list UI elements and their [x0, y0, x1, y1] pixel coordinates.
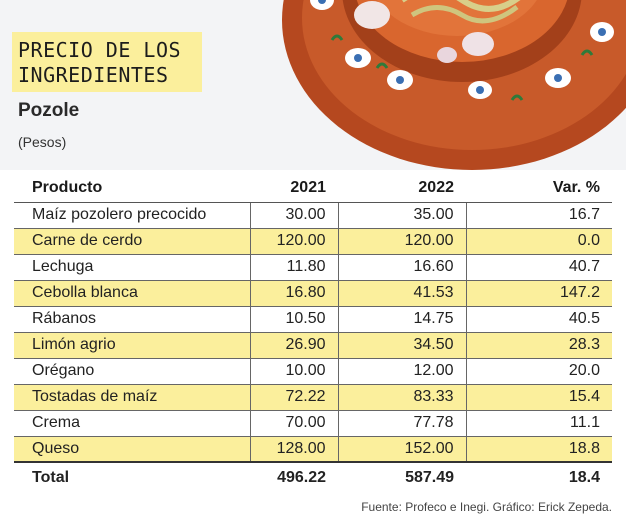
column-header-var: Var. %	[466, 174, 612, 203]
product-cell: Limón agrio	[14, 332, 250, 359]
table-row: Queso 128.00 152.00 18.8	[14, 436, 612, 463]
total-2022-cell: 587.49	[338, 461, 466, 492]
price-2022-cell: 34.50	[337, 332, 466, 359]
table-header-row: Producto 2021 2022 Var. %	[14, 174, 612, 203]
product-cell: Crema	[14, 410, 250, 437]
table-row: Tostadas de maíz 72.22 83.33 15.4	[14, 384, 612, 411]
page-title-line1: PRECIO DE LOS	[18, 38, 182, 62]
product-cell: Carne de cerdo	[14, 228, 250, 255]
variation-cell: 16.7	[465, 202, 612, 229]
variation-cell: 40.5	[465, 306, 612, 333]
pozole-bowl-illustration	[262, 0, 626, 170]
title-highlight	[12, 32, 202, 92]
price-2022-cell: 12.00	[337, 358, 466, 385]
page-title-line2: INGREDIENTES	[18, 63, 169, 87]
table-row: Cebolla blanca 16.80 41.53 147.2	[14, 280, 612, 307]
price-2021-cell: 16.80	[249, 280, 338, 307]
price-2022-cell: 120.00	[337, 228, 466, 255]
variation-cell: 20.0	[465, 358, 612, 385]
product-cell: Queso	[14, 436, 250, 463]
price-2021-cell: 70.00	[249, 410, 338, 437]
price-2022-cell: 41.53	[337, 280, 466, 307]
product-cell: Orégano	[14, 358, 250, 385]
source-note: Fuente: Profeco e Inegi. Gráfico: Erick …	[361, 500, 612, 514]
price-2022-cell: 35.00	[337, 202, 466, 229]
table-row: Lechuga 11.80 16.60 40.7	[14, 254, 612, 281]
column-header-2021: 2021	[250, 174, 338, 203]
total-variation-cell: 18.4	[466, 461, 612, 492]
price-2021-cell: 26.90	[249, 332, 338, 359]
variation-cell: 15.4	[465, 384, 612, 411]
column-header-product: Producto	[14, 174, 250, 203]
price-2022-cell: 14.75	[337, 306, 466, 333]
variation-cell: 18.8	[465, 436, 612, 463]
product-cell: Cebolla blanca	[14, 280, 250, 307]
total-row: Total 496.22 587.49 18.4	[14, 461, 612, 492]
variation-cell: 11.1	[465, 410, 612, 437]
variation-cell: 0.0	[465, 228, 612, 255]
variation-cell: 28.3	[465, 332, 612, 359]
table-row: Rábanos 10.50 14.75 40.5	[14, 306, 612, 333]
table-row: Crema 70.00 77.78 11.1	[14, 410, 612, 437]
price-2022-cell: 83.33	[337, 384, 466, 411]
product-cell: Tostadas de maíz	[14, 384, 250, 411]
product-cell: Rábanos	[14, 306, 250, 333]
subtitle: Pozole	[18, 100, 80, 121]
table-row: Limón agrio 26.90 34.50 28.3	[14, 332, 612, 359]
product-cell: Maíz pozolero precocido	[14, 202, 250, 229]
table-row: Orégano 10.00 12.00 20.0	[14, 358, 612, 385]
price-2021-cell: 128.00	[249, 436, 338, 463]
units-label: (Pesos)	[18, 134, 67, 150]
total-label: Total	[14, 461, 250, 492]
price-2021-cell: 120.00	[249, 228, 338, 255]
variation-cell: 147.2	[465, 280, 612, 307]
price-2021-cell: 10.50	[249, 306, 338, 333]
price-2021-cell: 10.00	[249, 358, 338, 385]
price-2022-cell: 16.60	[337, 254, 466, 281]
price-2021-cell: 30.00	[249, 202, 338, 229]
price-table: Producto 2021 2022 Var. % Maíz pozolero …	[14, 174, 612, 492]
price-2021-cell: 72.22	[249, 384, 338, 411]
price-2021-cell: 11.80	[249, 254, 338, 281]
table-row: Maíz pozolero precocido 30.00 35.00 16.7	[14, 202, 612, 229]
table-row: Carne de cerdo 120.00 120.00 0.0	[14, 228, 612, 255]
variation-cell: 40.7	[465, 254, 612, 281]
column-header-2022: 2022	[338, 174, 466, 203]
price-2022-cell: 152.00	[337, 436, 466, 463]
total-2021-cell: 496.22	[250, 461, 338, 492]
product-cell: Lechuga	[14, 254, 250, 281]
price-2022-cell: 77.78	[337, 410, 466, 437]
